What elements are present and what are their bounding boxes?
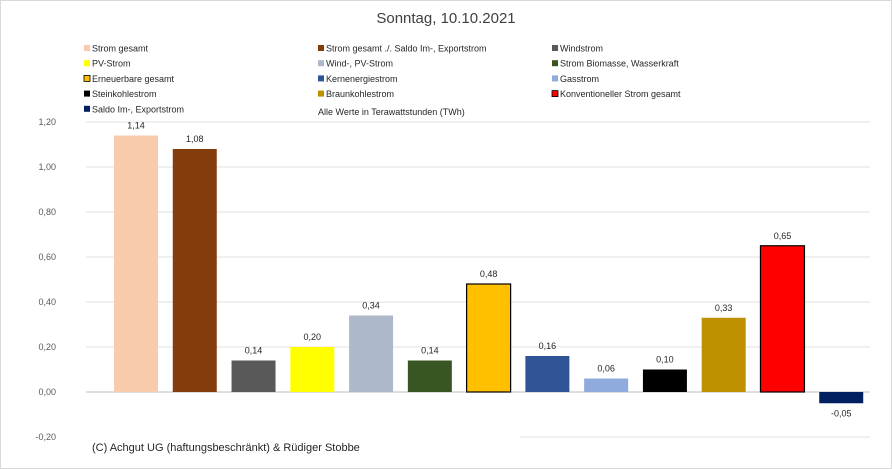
- bar: [819, 392, 864, 404]
- y-tick-label: 0,20: [38, 342, 56, 352]
- y-axis: -0,20 0,00 0,20 0,40 0,60 0,80 1,00 1,20: [35, 117, 56, 442]
- bar-value-label: 0,16: [539, 341, 557, 351]
- bar: [466, 283, 512, 393]
- bar: [114, 135, 158, 392]
- y-tick-label: 0,60: [38, 252, 56, 262]
- legend-label: Wind-, PV-Strom: [326, 59, 393, 69]
- legend-label: Windstrom: [560, 44, 603, 54]
- legend-label: Gasstrom: [560, 74, 599, 84]
- legend-label: Steinkohlestrom: [92, 89, 157, 99]
- bar-value-label: 1,14: [127, 121, 145, 131]
- legend-label: Strom gesamt: [92, 44, 149, 54]
- legend-swatch: [318, 60, 324, 67]
- legend-swatch: [318, 45, 324, 51]
- credit-text: (C) Achgut UG (haftungsbeschränkt) & Rüd…: [92, 442, 360, 454]
- bar: [584, 378, 629, 392]
- bar: [759, 245, 806, 393]
- bar-value-label: 0,10: [656, 355, 674, 365]
- bar-value-label: 0,34: [362, 301, 380, 311]
- legend-swatch: [84, 45, 90, 51]
- legend-label: Kernenergiestrom: [326, 74, 398, 84]
- bar-value-label: 0,14: [421, 346, 439, 356]
- units-note: Alle Werte in Terawattstunden (TWh): [318, 107, 465, 117]
- y-tick-label: -0,20: [35, 432, 56, 442]
- data-labels: 1,14 1,08 0,14 0,20 0,34 0,14 0,48 0,16 0,06 0,10…: [127, 121, 851, 419]
- bar-value-label: 0,65: [774, 231, 792, 241]
- legend-label: Saldo Im-, Exportstrom: [92, 104, 184, 114]
- bar: [231, 360, 276, 392]
- legend-label: Erneuerbare gesamt: [92, 74, 175, 84]
- bar-value-label: 0,06: [597, 364, 615, 374]
- legend-label: Strom gesamt ./. Saldo Im-, Exportstrom: [326, 44, 487, 54]
- bar-value-label: 0,33: [715, 303, 733, 313]
- legend-swatch: [84, 60, 90, 67]
- bar: [349, 315, 394, 392]
- legend-label: Braunkohlestrom: [326, 89, 394, 99]
- y-tick-label: 0,80: [38, 207, 56, 217]
- legend-label: PV-Strom: [92, 59, 131, 69]
- credit-box: [78, 436, 520, 468]
- bar: [407, 360, 452, 392]
- y-tick-label: 1,20: [38, 117, 56, 127]
- legend: Strom gesamt Strom gesamt ./. Saldo Im-, …: [83, 44, 681, 114]
- legend-label: Konventioneller Strom gesamt: [560, 89, 681, 99]
- legend-swatch: [552, 60, 558, 67]
- legend-swatch: [318, 90, 324, 97]
- y-tick-label: 0,40: [38, 297, 56, 307]
- chart-title: Sonntag, 10.10.2021: [376, 10, 515, 27]
- bar-value-label: 1,08: [186, 134, 204, 144]
- legend-swatch: [83, 75, 91, 82]
- bars: [114, 135, 864, 404]
- bar: [525, 356, 570, 392]
- bar-value-label: -0,05: [831, 408, 852, 418]
- legend-label: Strom Biomasse, Wasserkraft: [560, 59, 679, 69]
- legend-swatch: [552, 75, 558, 82]
- legend-swatch: [551, 90, 559, 97]
- y-tick-label: 1,00: [38, 162, 56, 172]
- bar: [172, 149, 217, 392]
- legend-swatch: [84, 105, 90, 112]
- legend-swatch: [84, 90, 90, 97]
- y-tick-label: 0,00: [38, 387, 56, 397]
- legend-swatch: [552, 45, 558, 51]
- bar: [642, 369, 687, 392]
- legend-swatch: [318, 75, 324, 82]
- bar: [701, 317, 746, 392]
- bar-value-label: 0,20: [304, 332, 322, 342]
- bar-value-label: 0,14: [245, 346, 263, 356]
- bar: [290, 347, 335, 392]
- bar-value-label: 0,48: [480, 269, 498, 279]
